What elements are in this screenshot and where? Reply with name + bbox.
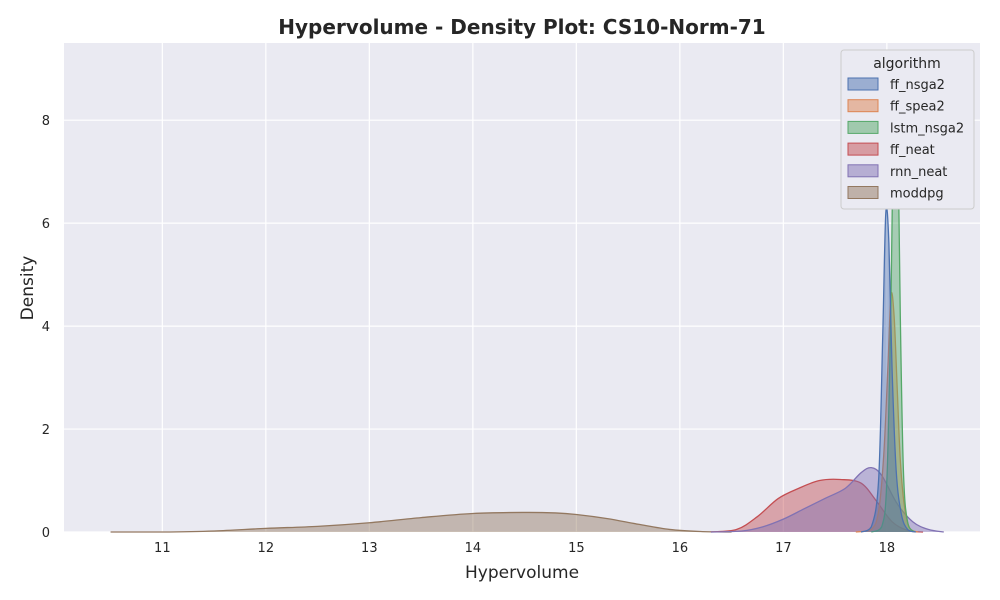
x-tick-label: 14 <box>465 541 482 556</box>
x-tick-label: 16 <box>672 541 689 556</box>
x-tick-label: 12 <box>258 541 275 556</box>
y-tick-label: 4 <box>42 320 50 335</box>
legend-swatch-ff_spea2 <box>847 99 879 113</box>
density-area-lstm_nsga2 <box>871 58 915 532</box>
legend-label-ff_spea2: ff_spea2 <box>890 100 945 115</box>
legend-label-ff_nsga2: ff_nsga2 <box>890 78 945 93</box>
density-area-moddpg <box>110 512 732 532</box>
y-tick-label: 8 <box>42 114 50 129</box>
legend-swatch-lstm_nsga2 <box>847 120 879 134</box>
x-tick-label: 17 <box>775 541 792 556</box>
legend-label-rnn_neat: rnn_neat <box>890 165 947 180</box>
density-line-rnn_neat <box>710 466 944 533</box>
chart-title: Hypervolume - Density Plot: CS10-Norm-71 <box>278 15 765 39</box>
x-tick-label: 11 <box>154 541 171 556</box>
x-axis-ticks: 11 12 13 14 15 16 17 18 <box>154 541 895 556</box>
density-area-ff_spea2 <box>855 292 918 532</box>
y-tick-label: 0 <box>42 526 50 541</box>
legend-label-moddpg: moddpg <box>890 187 944 202</box>
y-tick-label: 2 <box>42 423 50 438</box>
density-line-ff_spea2 <box>855 291 919 533</box>
legend-title: algorithm <box>873 56 941 72</box>
y-tick-label: 6 <box>42 217 50 232</box>
density-line-moddpg <box>110 511 732 533</box>
density-line-ff_nsga2 <box>860 206 917 533</box>
legend-label-lstm_nsga2: lstm_nsga2 <box>890 121 964 136</box>
density-area-rnn_neat <box>710 467 944 532</box>
legend-label-ff_neat: ff_neat <box>890 143 935 158</box>
y-axis-label: Density <box>18 256 38 321</box>
plot-area <box>64 43 980 532</box>
legend-swatch-rnn_neat <box>847 164 879 178</box>
legend-swatch-ff_neat <box>847 142 879 156</box>
y-axis-ticks: 0 2 4 6 8 <box>42 114 50 541</box>
x-tick-label: 18 <box>879 541 896 556</box>
x-tick-label: 15 <box>568 541 585 556</box>
legend-swatch-ff_nsga2 <box>847 77 879 91</box>
density-line-ff_neat <box>710 478 924 533</box>
legend: algorithm ff_nsga2 ff_spea2 lstm_nsga2 ff_n… <box>840 49 975 210</box>
x-axis-label: Hypervolume <box>465 563 579 583</box>
density-area-ff_nsga2 <box>860 207 916 532</box>
legend-swatch-moddpg <box>847 186 879 199</box>
x-tick-label: 13 <box>361 541 378 556</box>
